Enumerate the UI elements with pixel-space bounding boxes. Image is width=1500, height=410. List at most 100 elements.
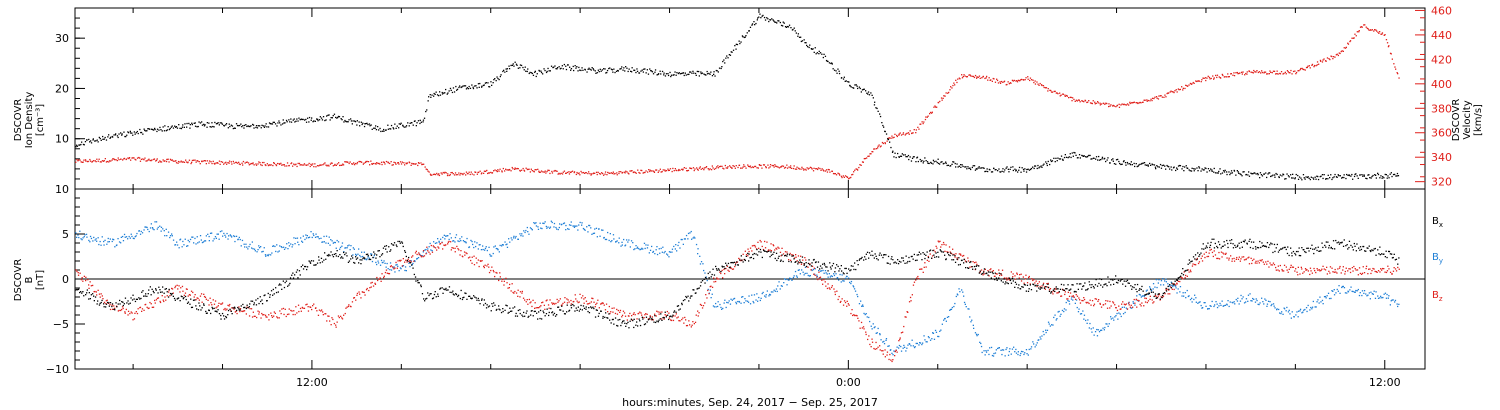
by-series-point [975, 333, 978, 335]
bz-series-point [911, 294, 913, 296]
velocity-series-point [832, 172, 835, 175]
density-series-point [1098, 159, 1101, 161]
velocity-series-point [179, 161, 181, 163]
density-series-point [1229, 173, 1231, 176]
velocity-series-point [1136, 102, 1138, 104]
by-series-point [602, 229, 604, 231]
density-series-point [818, 50, 820, 52]
by-series-point [1350, 286, 1352, 288]
bz-series-point [1043, 286, 1046, 288]
velocity-series-point [303, 164, 305, 166]
density-series [75, 13, 1400, 181]
density-series-point [255, 126, 257, 129]
by-series-point [607, 231, 609, 234]
by-series-point [1005, 348, 1007, 351]
density-series-point [1062, 159, 1064, 161]
by-series-point [1186, 289, 1188, 292]
velocity-series-point [1349, 40, 1351, 43]
by-series-point [1001, 353, 1003, 356]
density-series-point [536, 73, 538, 75]
velocity-series-point [104, 158, 106, 160]
velocity-series-point [913, 129, 915, 131]
by-series-point [360, 256, 362, 258]
by-series-point [300, 237, 302, 239]
density-series-point [130, 132, 132, 134]
bz-series-point [539, 306, 541, 308]
velocity-series-point [570, 171, 572, 173]
density-series-point [435, 91, 437, 93]
by-series-point [373, 254, 375, 257]
bz-series-point [1007, 277, 1009, 279]
density-series-point [692, 70, 694, 72]
by-series-point [1375, 291, 1377, 293]
velocity-series-point [760, 164, 762, 167]
velocity-series-point [1169, 91, 1171, 93]
density-series-point [1051, 160, 1054, 162]
by-series-point [460, 240, 462, 242]
velocity-series-point [1347, 43, 1350, 45]
by-series-point [417, 257, 420, 259]
by-series-point [187, 245, 189, 247]
velocity-series-point [999, 82, 1002, 84]
density-series-point [145, 130, 147, 132]
velocity-series-point [1384, 34, 1386, 36]
density-series-point [700, 71, 702, 73]
by-series-point [323, 241, 325, 243]
density-series-point [337, 115, 340, 118]
bz-series-point [822, 283, 824, 285]
density-series-point [1259, 177, 1261, 179]
by-series-point [477, 248, 479, 250]
by-series-point [191, 236, 193, 238]
density-series-point [243, 124, 246, 127]
velocity-series-point [395, 163, 397, 165]
density-series-point [961, 164, 963, 166]
velocity-series-point [892, 137, 894, 139]
by-series-point [1028, 348, 1030, 351]
density-series-point [402, 124, 404, 126]
velocity-series-point [1279, 73, 1282, 75]
velocity-axis-tick-label: 400 [1431, 78, 1452, 91]
bz-series-point [813, 267, 815, 269]
velocity-series-point [84, 159, 87, 161]
bz-series-point [898, 340, 900, 342]
density-series-point [140, 131, 142, 134]
by-series-point [171, 233, 173, 235]
density-series-point [1310, 176, 1312, 178]
density-series-point [225, 124, 227, 126]
velocity-series-point [752, 166, 754, 168]
velocity-series-point [686, 170, 688, 172]
velocity-series-point [588, 171, 590, 173]
b-axis-tick-label: −5 [53, 318, 69, 331]
bz-series-point [553, 303, 556, 305]
by-series-point [1295, 314, 1297, 316]
density-series-point [354, 120, 356, 122]
velocity-series-point [295, 163, 297, 165]
bz-series-point [735, 262, 737, 264]
density-series-point [1081, 154, 1083, 157]
bz-series-point [292, 313, 294, 316]
density-series-point [522, 66, 524, 69]
density-series-point [1136, 165, 1138, 168]
velocity-series-point [559, 173, 561, 175]
bz-series-point [95, 291, 97, 293]
by-series-point [1291, 311, 1293, 313]
velocity-series-point [185, 159, 187, 161]
bz-series-point [697, 315, 699, 317]
by-series-point [240, 245, 242, 247]
velocity-series-point [242, 164, 244, 166]
density-series-point [402, 125, 404, 127]
by-series-point [400, 268, 402, 270]
velocity-series-point [745, 167, 747, 169]
by-series-point [808, 275, 811, 277]
density-series-point [780, 24, 783, 27]
velocity-series-point [886, 140, 888, 142]
by-series-point [1339, 292, 1341, 294]
density-series-point [736, 43, 739, 46]
bz-series-point [636, 318, 638, 320]
velocity-series-point [659, 168, 661, 170]
velocity-series-point [1131, 102, 1133, 104]
by-series-point [713, 306, 716, 308]
density-series-point [239, 124, 241, 127]
density-series-point [890, 146, 892, 149]
bz-series-point [1075, 294, 1077, 296]
